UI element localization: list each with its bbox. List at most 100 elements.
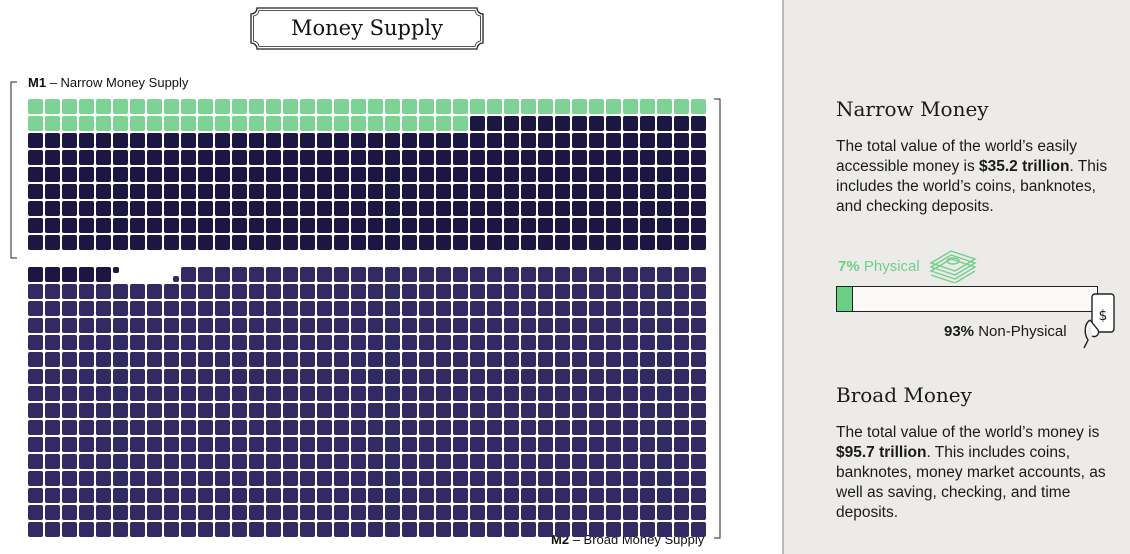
physical-bar-fill (836, 286, 853, 312)
waffle-cell-nonphysical (164, 201, 179, 216)
waffle-cell-broad (147, 454, 162, 469)
waffle-cell-broad (640, 369, 655, 384)
waffle-cell-broad (113, 437, 128, 452)
waffle-cell-nonphysical (572, 150, 587, 165)
waffle-cell-broad (96, 335, 111, 350)
waffle-cell-broad (538, 403, 553, 418)
waffle-cell-broad (436, 454, 451, 469)
waffle-cell-nonphysical (334, 133, 349, 148)
waffle-cell-broad (300, 369, 315, 384)
waffle-cell-nonphysical (232, 235, 247, 250)
waffle-cell-broad (283, 454, 298, 469)
waffle-cell-broad (249, 335, 264, 350)
waffle-cell-nonphysical (572, 201, 587, 216)
waffle-cell-broad (351, 267, 366, 282)
waffle-cell-broad (436, 471, 451, 486)
waffle-cell-broad (266, 369, 281, 384)
waffle-cell-broad (215, 318, 230, 333)
waffle-cell-broad (385, 454, 400, 469)
waffle-cell-broad (317, 335, 332, 350)
waffle-cell-broad (606, 318, 621, 333)
waffle-cell-nonphysical (283, 235, 298, 250)
waffle-cell-broad (317, 505, 332, 520)
waffle-cell-nonphysical (538, 201, 553, 216)
waffle-cell-nonphysical (45, 133, 60, 148)
waffle-cell-physical (198, 99, 213, 114)
waffle-cell-broad (130, 420, 145, 435)
waffle-cell-broad (521, 488, 536, 503)
waffle-cell-broad (419, 403, 434, 418)
waffle-cell-broad (147, 488, 162, 503)
waffle-cell-broad (419, 454, 434, 469)
waffle-cell-broad (453, 301, 468, 316)
chart-panel: Money Supply M1 – Narrow Money Supply M2… (10, 7, 721, 547)
waffle-cell-nonphysical (402, 218, 417, 233)
waffle-cell-broad (283, 386, 298, 401)
broad-heading: Broad Money (836, 383, 972, 407)
waffle-cell-broad (130, 471, 145, 486)
waffle-cell-broad (538, 471, 553, 486)
waffle-cell-nonphysical (419, 235, 434, 250)
waffle-cell-nonphysical (147, 133, 162, 148)
waffle-cell-nonphysical (691, 184, 706, 199)
waffle-cell-broad (351, 301, 366, 316)
waffle-cell-broad (538, 318, 553, 333)
waffle-cell-broad (164, 471, 179, 486)
waffle-cell-broad (28, 437, 43, 452)
waffle-cell-nonphysical (657, 218, 672, 233)
waffle-cell-broad (147, 505, 162, 520)
waffle-cell-nonphysical (640, 133, 655, 148)
waffle-cell-nonphysical (351, 218, 366, 233)
waffle-cell-broad (45, 420, 60, 435)
waffle-cell-nonphysical (96, 267, 111, 282)
waffle-cell-broad (385, 318, 400, 333)
waffle-cell-nonphysical (589, 184, 604, 199)
waffle-cell-broad (164, 522, 179, 537)
waffle-cell-broad (436, 301, 451, 316)
waffle-cell-nonphysical (317, 235, 332, 250)
waffle-cell-nonphysical (691, 133, 706, 148)
waffle-cell-nonphysical (215, 218, 230, 233)
waffle-cell-broad (79, 284, 94, 299)
waffle-cell-nonphysical (470, 133, 485, 148)
waffle-cell-nonphysical (640, 201, 655, 216)
waffle-cell-nonphysical (606, 235, 621, 250)
waffle-cell-broad (419, 386, 434, 401)
panel-divider (782, 0, 784, 554)
waffle-cell-broad (504, 522, 519, 537)
waffle-cell-broad (45, 386, 60, 401)
waffle-cell-nonphysical (62, 201, 77, 216)
waffle-cell-broad (674, 403, 689, 418)
waffle-cell-broad (419, 301, 434, 316)
waffle-cell-broad (470, 403, 485, 418)
waffle-cell-nonphysical (317, 201, 332, 216)
waffle-cell-broad (674, 420, 689, 435)
waffle-cell-broad (317, 488, 332, 503)
waffle-cell-nonphysical (385, 150, 400, 165)
waffle-cell-broad (215, 420, 230, 435)
waffle-cell-broad (623, 335, 638, 350)
waffle-cell-nonphysical (181, 184, 196, 199)
waffle-cell-broad (470, 386, 485, 401)
waffle-cell-broad (368, 471, 383, 486)
waffle-cell-nonphysical (334, 201, 349, 216)
waffle-cell-broad (113, 454, 128, 469)
waffle-cell-physical (249, 116, 264, 131)
waffle-cell-broad (368, 335, 383, 350)
waffle-cell-nonphysical (555, 235, 570, 250)
waffle-cell-broad (555, 522, 570, 537)
waffle-cell-broad (113, 488, 128, 503)
waffle-cell-nonphysical (181, 167, 196, 182)
waffle-cell-broad (96, 318, 111, 333)
waffle-cell-nonphysical (504, 235, 519, 250)
waffle-cell-physical (164, 99, 179, 114)
waffle-cell-broad (198, 386, 213, 401)
waffle-cell-broad (368, 437, 383, 452)
waffle-cell-broad (402, 488, 417, 503)
waffle-cell-broad (504, 386, 519, 401)
waffle-cell-nonphysical (266, 235, 281, 250)
waffle-cell-nonphysical (623, 133, 638, 148)
waffle-cell-broad (300, 488, 315, 503)
waffle-cell-broad (215, 335, 230, 350)
waffle-cell-nonphysical (674, 201, 689, 216)
